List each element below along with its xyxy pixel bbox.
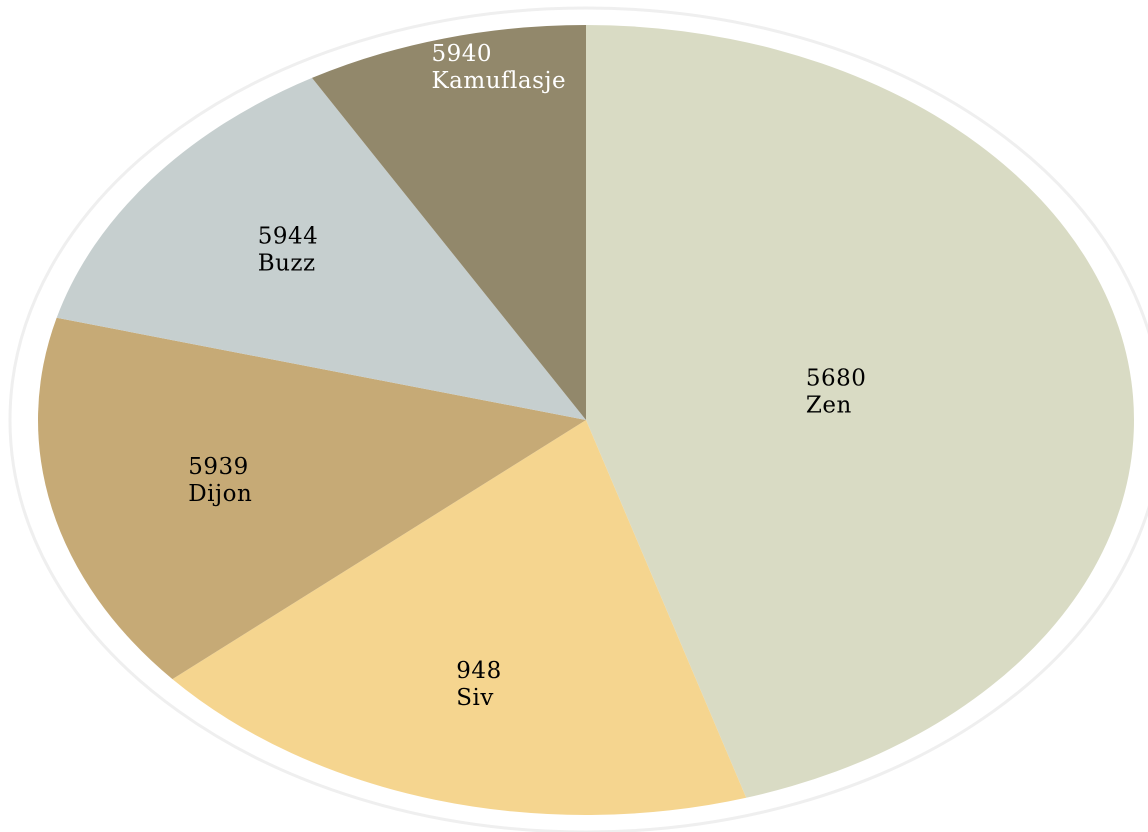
slice-value: 948 [456, 658, 501, 684]
pie-labels: 5680 Zen 948 Siv 5939 Dijon 5944 Buzz 5940 Kamufl… [188, 41, 866, 711]
slice-label-dijon: 5939 Dijon [188, 454, 252, 507]
slice-label-buzz: 5944 Buzz [258, 224, 319, 277]
slice-label-zen: 5680 Zen [806, 366, 867, 419]
slice-value: 5680 [806, 366, 867, 392]
slice-label-siv: 948 Siv [456, 658, 501, 711]
pie-slices [38, 25, 1134, 815]
slice-category: Dijon [188, 481, 252, 507]
slice-category: Buzz [258, 251, 316, 277]
slice-category: Zen [806, 393, 852, 419]
pie-slice-siv [172, 420, 747, 815]
slice-category: Kamuflasje [432, 68, 567, 94]
slice-value: 5940 [432, 41, 493, 67]
pie-slice-zen [586, 25, 1134, 798]
slice-label-kamuflasje: 5940 Kamuflasje [432, 41, 567, 94]
pie-slice-dijon [38, 317, 586, 680]
slice-category: Siv [456, 685, 494, 711]
slice-value: 5939 [188, 454, 249, 480]
pie-slice-buzz [56, 77, 587, 421]
slice-value: 5944 [258, 224, 319, 250]
pie-slice-kamuflasje [312, 25, 586, 420]
